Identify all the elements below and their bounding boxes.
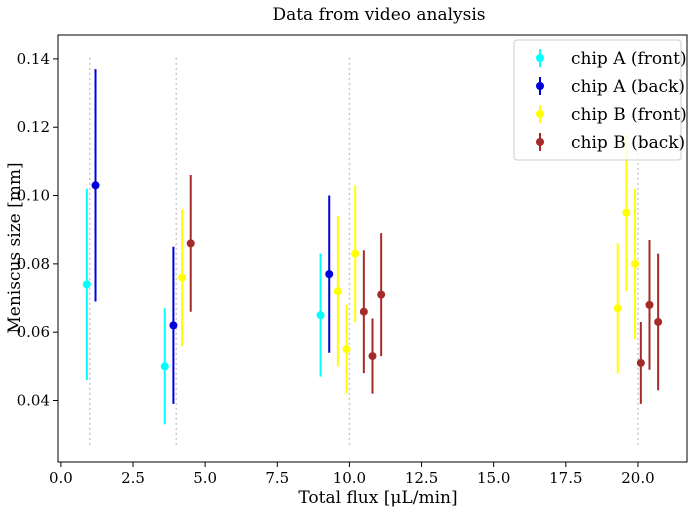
legend-marker xyxy=(536,54,544,62)
data-point-series-0-1 xyxy=(160,362,169,371)
data-point-series-1-1 xyxy=(169,321,178,330)
plot-frame xyxy=(57,34,688,463)
x-tick-label: 17.5 xyxy=(549,469,582,487)
data-point-series-2-4 xyxy=(613,304,622,313)
data-point-series-2-3 xyxy=(351,249,360,258)
x-tick-label: 12.5 xyxy=(405,469,438,487)
chart-title: Data from video analysis xyxy=(272,5,485,25)
x-tick-label: 5.0 xyxy=(193,469,217,487)
y-axis: 0.04 0.06 0.08 0.10 0.12 0.14 xyxy=(17,50,58,410)
data-points xyxy=(82,181,663,371)
legend-marker xyxy=(536,82,544,90)
data-point-series-2-1 xyxy=(333,287,342,296)
data-point-series-3-0 xyxy=(186,239,195,248)
data-point-series-1-2 xyxy=(325,270,334,279)
data-point-series-2-6 xyxy=(631,259,640,268)
y-tick-label: 0.08 xyxy=(17,255,50,273)
legend-label: chip B (back) xyxy=(571,133,685,153)
x-tick-label: 15.0 xyxy=(477,469,510,487)
data-point-series-3-5 xyxy=(645,300,654,309)
x-tick-label: 2.5 xyxy=(121,469,145,487)
x-tick-label: 10.0 xyxy=(333,469,366,487)
data-point-series-0-0 xyxy=(82,280,91,289)
data-point-series-2-2 xyxy=(342,345,351,354)
y-tick-label: 0.12 xyxy=(17,118,50,136)
data-point-series-3-3 xyxy=(377,290,386,299)
data-point-series-3-2 xyxy=(368,352,377,361)
x-axis: 0.0 2.5 5.0 7.5 10.0 12.5 15.0 17.5 20.0 xyxy=(49,462,655,487)
legend-label: chip A (front) xyxy=(571,49,687,69)
data-point-series-2-0 xyxy=(178,273,187,282)
y-axis-label: Meniscus size [mm] xyxy=(5,162,25,333)
x-tick-label: 7.5 xyxy=(265,469,289,487)
data-point-series-1-0 xyxy=(91,181,100,190)
legend-box xyxy=(513,39,682,161)
legend-marker xyxy=(536,110,544,118)
x-axis-label: Total flux [μL/min] xyxy=(298,488,457,508)
data-point-series-3-1 xyxy=(359,307,368,316)
y-tick-label: 0.10 xyxy=(17,187,50,205)
y-tick-label: 0.06 xyxy=(17,323,50,341)
data-point-series-0-2 xyxy=(316,311,325,320)
legend-marker xyxy=(536,138,544,146)
data-point-series-2-5 xyxy=(622,208,631,217)
data-point-series-3-4 xyxy=(636,358,645,367)
x-tick-label: 20.0 xyxy=(621,469,654,487)
legend-label: chip B (front) xyxy=(571,105,687,125)
legend-label: chip A (back) xyxy=(571,77,685,97)
y-tick-label: 0.14 xyxy=(17,50,50,68)
data-point-series-3-6 xyxy=(654,317,663,326)
x-tick-label: 0.0 xyxy=(49,469,73,487)
y-tick-label: 0.04 xyxy=(17,392,50,410)
legend: chip A (front) chip A (back) chip B (front… xyxy=(513,39,687,161)
